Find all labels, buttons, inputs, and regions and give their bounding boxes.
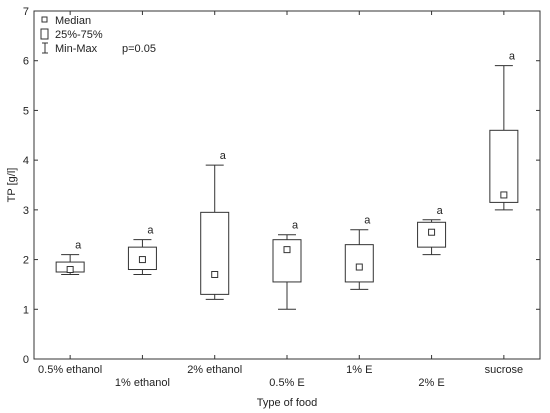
x-tick-label: 2% E: [418, 377, 444, 389]
box-item: a: [417, 205, 447, 256]
x-tick-label: 2% ethanol: [187, 364, 242, 376]
x-tick-label: 0.5% ethanol: [38, 364, 102, 376]
y-tick-label: 7: [23, 6, 29, 18]
legend-median-label: Median: [55, 15, 91, 27]
y-tick-label: 2: [23, 255, 29, 267]
median-marker: [138, 256, 146, 264]
median-marker: [283, 246, 291, 254]
box-series: a a a a a a a: [55, 51, 519, 310]
y-tick-label: 1: [23, 304, 29, 316]
legend: Median 25%-75% Min-Max: [40, 15, 103, 55]
x-tick-label: 1% E: [346, 364, 372, 376]
x-tick-label: 0.5% E: [269, 377, 304, 389]
group-letter-label: a: [437, 205, 444, 217]
legend-whisker-label: Min-Max: [55, 43, 98, 55]
median-marker: [211, 270, 219, 278]
median-marker: [500, 191, 508, 199]
y-axis-title: TP [g/l]: [6, 168, 18, 203]
box-item: a: [272, 220, 302, 310]
legend-whisker-icon: [42, 42, 48, 54]
y-tick-label: 0: [23, 354, 29, 366]
x-tick-label: sucrose: [485, 364, 524, 376]
y-tick-label: 3: [23, 205, 29, 217]
y-tick-label: 4: [23, 155, 29, 167]
iqr-box: [200, 211, 230, 295]
legend-median-icon: [41, 16, 48, 23]
legend-box-label: 25%-75%: [55, 29, 103, 41]
group-letter-label: a: [147, 225, 154, 237]
group-letter-label: a: [220, 150, 227, 162]
group-letter-label: a: [75, 240, 82, 252]
iqr-box: [272, 239, 302, 283]
iqr-box: [489, 129, 519, 203]
p-value-annotation: p=0.05: [122, 43, 156, 55]
median-marker: [428, 228, 436, 236]
x-axis-title: Type of food: [257, 397, 318, 409]
y-tick-label: 6: [23, 56, 29, 68]
y-axis: 0 1 2 3 4 5 6 7: [23, 6, 540, 366]
legend-box-icon: [40, 28, 49, 40]
box-item: a: [55, 240, 85, 275]
box-item: a: [127, 225, 157, 275]
median-marker: [66, 266, 74, 274]
x-tick-label: 1% ethanol: [115, 377, 170, 389]
iqr-box: [417, 221, 447, 248]
box-item: a: [489, 51, 519, 211]
group-letter-label: a: [509, 51, 516, 63]
group-letter-label: a: [292, 220, 299, 232]
x-axis: 0.5% ethanol 1% ethanol 2% ethanol 0.5% E 1%…: [38, 11, 523, 389]
box-item: a: [344, 215, 374, 290]
y-tick-label: 5: [23, 105, 29, 117]
iqr-box: [344, 244, 374, 283]
median-marker: [355, 263, 363, 271]
box-item: a: [200, 150, 230, 300]
group-letter-label: a: [364, 215, 371, 227]
